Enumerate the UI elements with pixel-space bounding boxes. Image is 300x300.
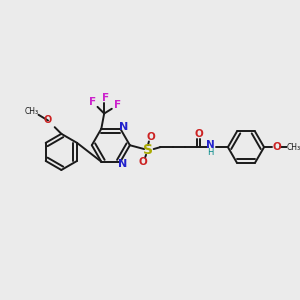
Text: CH₃: CH₃ bbox=[25, 107, 39, 116]
Text: O: O bbox=[139, 158, 148, 167]
Text: N: N bbox=[118, 159, 127, 169]
Text: O: O bbox=[44, 116, 52, 125]
Text: N: N bbox=[206, 140, 215, 150]
Text: N: N bbox=[118, 122, 128, 132]
Text: O: O bbox=[195, 129, 204, 139]
Text: F: F bbox=[89, 97, 96, 107]
Text: H: H bbox=[208, 148, 214, 158]
Text: F: F bbox=[114, 100, 121, 110]
Text: F: F bbox=[102, 93, 109, 103]
Text: S: S bbox=[143, 143, 153, 157]
Text: O: O bbox=[272, 142, 281, 152]
Text: O: O bbox=[146, 132, 155, 142]
Text: CH₃: CH₃ bbox=[286, 142, 300, 152]
